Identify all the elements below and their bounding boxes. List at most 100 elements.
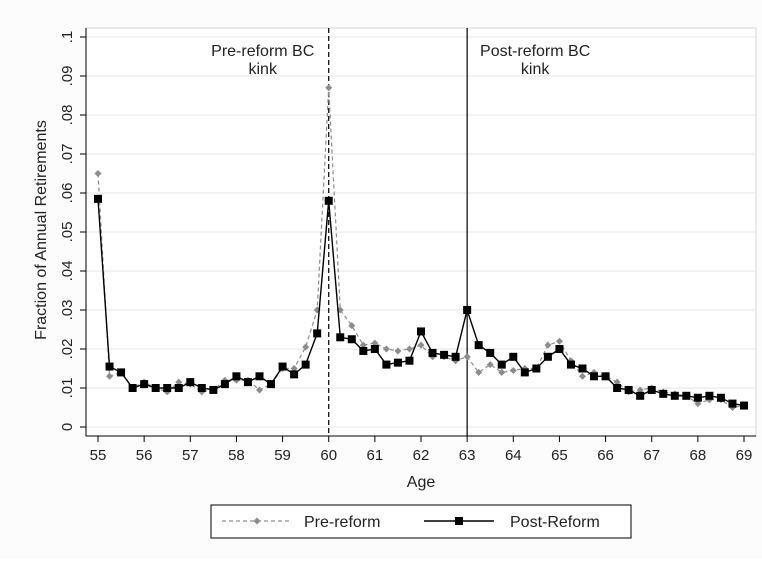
post-reform-point — [243, 378, 252, 387]
post-reform-point — [336, 333, 345, 342]
pre-reform-point — [256, 386, 263, 394]
post-reform-point — [382, 360, 391, 369]
x-tick-label: 61 — [367, 447, 384, 464]
x-tick-label: 56 — [136, 447, 153, 464]
post-reform-point — [705, 391, 714, 400]
post-reform-point — [405, 356, 414, 365]
pre-reform-point — [94, 170, 102, 177]
post-reform-point — [463, 306, 472, 314]
kink-label-line1: Pre-reform BC — [211, 43, 314, 60]
pre-reform-point — [417, 341, 425, 349]
post-reform-point — [163, 384, 172, 392]
post-reform-point — [578, 364, 587, 373]
pre-reform-point — [348, 322, 356, 330]
post-reform-point — [474, 341, 483, 350]
pre-reform-point — [382, 345, 390, 353]
pre-reform-point — [475, 368, 483, 376]
pre-reform-point — [359, 341, 367, 349]
post-reform-point — [324, 196, 333, 205]
post-reform-point — [532, 364, 541, 373]
post-reform-point — [647, 385, 656, 394]
x-tick-label: 69 — [736, 447, 753, 464]
post-reform-point — [624, 385, 633, 394]
legend-pre-reform-label: Pre-reform — [304, 514, 380, 531]
post-reform-point — [220, 380, 229, 389]
y-tick-label: .06 — [59, 183, 76, 204]
x-axis-title: Age — [407, 474, 436, 491]
x-tick-label: 57 — [182, 447, 199, 464]
pre-reform-point — [463, 353, 471, 361]
post-reform-point — [728, 399, 737, 408]
post-reform-point — [94, 194, 102, 203]
pre-reform-point — [405, 345, 413, 353]
post-reform-point — [128, 384, 137, 392]
pre-reform-point — [394, 347, 402, 355]
post-reform-point — [451, 352, 460, 361]
post-reform-point — [428, 348, 437, 357]
y-tick-label: .01 — [59, 378, 76, 399]
post-reform-point — [693, 393, 702, 402]
pre-reform-point — [302, 343, 310, 351]
post-reform-point — [716, 393, 725, 402]
pre-reform-point — [579, 372, 586, 380]
pre-reform-point — [498, 368, 506, 376]
post-reform-point — [117, 368, 126, 377]
y-tick-label: .05 — [59, 222, 76, 243]
y-tick-label: .04 — [59, 261, 76, 282]
y-tick-label: .02 — [59, 339, 76, 360]
post-reform-point — [301, 360, 310, 369]
y-axis-title: Fraction of Annual Retirements — [33, 120, 50, 340]
post-reform-point — [370, 345, 379, 353]
x-tick-label: 64 — [505, 447, 522, 464]
x-tick-label: 63 — [459, 447, 476, 464]
post-reform-point — [393, 358, 402, 367]
post-reform-point — [636, 391, 645, 400]
post-reform-point — [566, 360, 575, 369]
post-reform-point — [543, 352, 552, 361]
pre-reform-point — [486, 361, 494, 369]
legend-post-reform-label: Post-Reform — [510, 514, 600, 531]
post-reform-point — [486, 348, 495, 357]
post-reform-point — [417, 327, 425, 336]
x-tick-label: 66 — [597, 447, 614, 464]
x-tick-label: 62 — [413, 447, 430, 464]
y-tick-label: .07 — [59, 144, 76, 165]
post-reform-point — [278, 362, 287, 371]
post-reform-point — [590, 372, 599, 381]
post-reform-point — [740, 401, 748, 410]
post-reform-point — [186, 378, 195, 387]
post-reform-point — [267, 380, 276, 389]
gridlines — [86, 36, 756, 428]
kink-label-line1: Post-reform BC — [480, 43, 590, 60]
post-reform-point — [520, 368, 529, 377]
pre-reform-point — [290, 365, 298, 372]
legend-post-reform-marker — [455, 517, 463, 525]
y-tick-label: 0 — [59, 423, 76, 431]
pre-reform-point — [509, 366, 517, 374]
x-tick-label: 67 — [643, 447, 660, 464]
post-reform-point — [497, 360, 506, 369]
pre-reform-point — [613, 378, 621, 386]
post-reform-point — [682, 391, 691, 400]
post-reform-point — [105, 362, 114, 371]
y-tick-label: .09 — [59, 66, 76, 87]
post-reform-point — [290, 370, 299, 379]
post-reform-point — [140, 380, 149, 389]
post-reform-point — [174, 384, 183, 392]
post-reform-point — [555, 345, 564, 353]
kink-label-line2: kink — [248, 61, 277, 78]
x-tick-label: 58 — [228, 447, 245, 464]
y-tick-label: .08 — [59, 105, 76, 126]
x-tick-label: 65 — [551, 447, 568, 464]
x-tick-label: 68 — [690, 447, 707, 464]
legend-pre-reform-marker — [253, 517, 261, 525]
pre-reform-point — [106, 372, 114, 380]
pre-reform-point — [694, 400, 702, 408]
y-tick-label: .1 — [59, 31, 76, 44]
data-series — [94, 84, 748, 411]
pre-reform-point — [544, 341, 552, 349]
post-reform-point — [347, 335, 356, 344]
x-tick-label: 55 — [90, 447, 107, 464]
